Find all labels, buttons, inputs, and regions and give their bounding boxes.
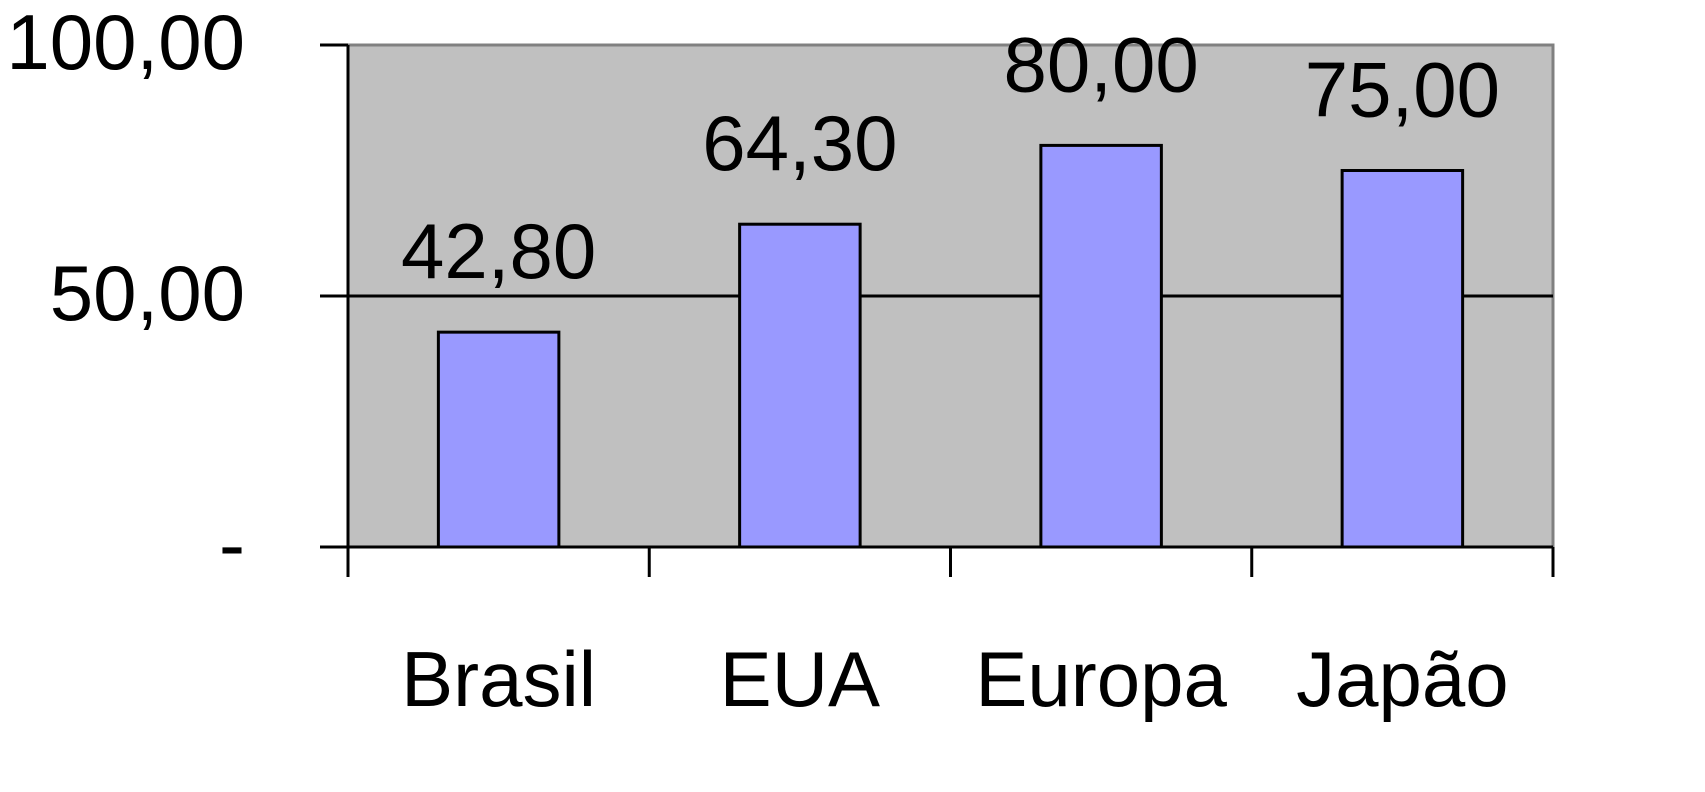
x-tick-label: Europa [975,635,1227,723]
x-tick-label: Japão [1296,635,1509,723]
x-tick-label: EUA [720,635,880,723]
y-tick-label: 100,00 [6,0,245,86]
axes [320,43,1555,577]
labels: - 50,00 100,00 42,80 Brasil 64,30 EUA 80,00 Euro… [6,0,1508,723]
bar [738,222,862,549]
data-label: 80,00 [1004,20,1199,108]
x-tick-label: Brasil [401,635,596,723]
bar [1039,143,1163,549]
data-label: 75,00 [1305,46,1500,134]
bar [436,330,561,549]
data-label: 64,30 [702,99,897,187]
y-tick-label: - [219,500,245,588]
data-label: 42,80 [401,207,596,295]
y-tick-label: 50,00 [50,249,245,337]
bar [1340,169,1465,549]
